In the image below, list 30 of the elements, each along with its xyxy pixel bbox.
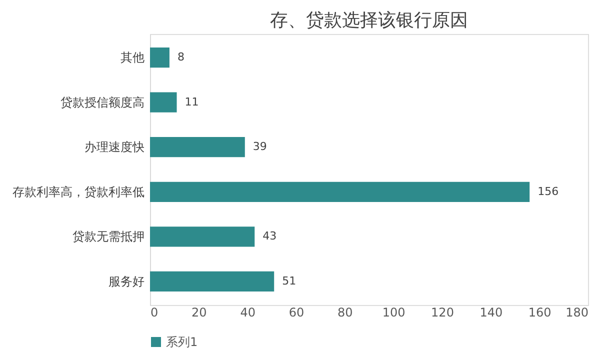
chart-title: 存、贷款选择该银行原因 <box>270 10 468 31</box>
data-label: 43 <box>262 230 277 243</box>
x-tick-label: 0 <box>150 306 158 320</box>
data-label: 8 <box>177 50 184 64</box>
bar <box>150 137 245 158</box>
y-tick-label: 贷款授信额度高 <box>60 95 144 110</box>
x-tick-label: 100 <box>382 306 406 320</box>
data-label: 39 <box>252 140 267 154</box>
x-tick-label: 160 <box>528 306 552 320</box>
data-label: 11 <box>184 95 199 108</box>
bar <box>150 47 170 68</box>
x-tick-label: 80 <box>338 306 353 320</box>
x-tick-label: 180 <box>566 306 588 320</box>
data-label: 156 <box>538 184 559 198</box>
legend-label: 系列1 <box>166 335 198 349</box>
y-tick-label: 其他 <box>120 50 144 65</box>
x-tick-label: 60 <box>288 306 304 320</box>
x-tick-label: 140 <box>480 306 503 320</box>
bar <box>150 271 274 292</box>
x-tick-label: 120 <box>431 306 454 320</box>
x-tick-label: 40 <box>240 306 256 320</box>
data-label: 51 <box>282 274 296 288</box>
bar <box>150 182 530 202</box>
bar <box>150 92 177 112</box>
y-tick-label: 贷款无需抵押 <box>72 230 144 244</box>
bar <box>150 226 255 247</box>
x-tick-label: 20 <box>192 306 207 320</box>
y-tick-label: 存款利率高，贷款利率低 <box>12 184 144 199</box>
y-tick-label: 办理速度快 <box>84 140 144 154</box>
y-tick-label: 服务好 <box>108 274 144 288</box>
